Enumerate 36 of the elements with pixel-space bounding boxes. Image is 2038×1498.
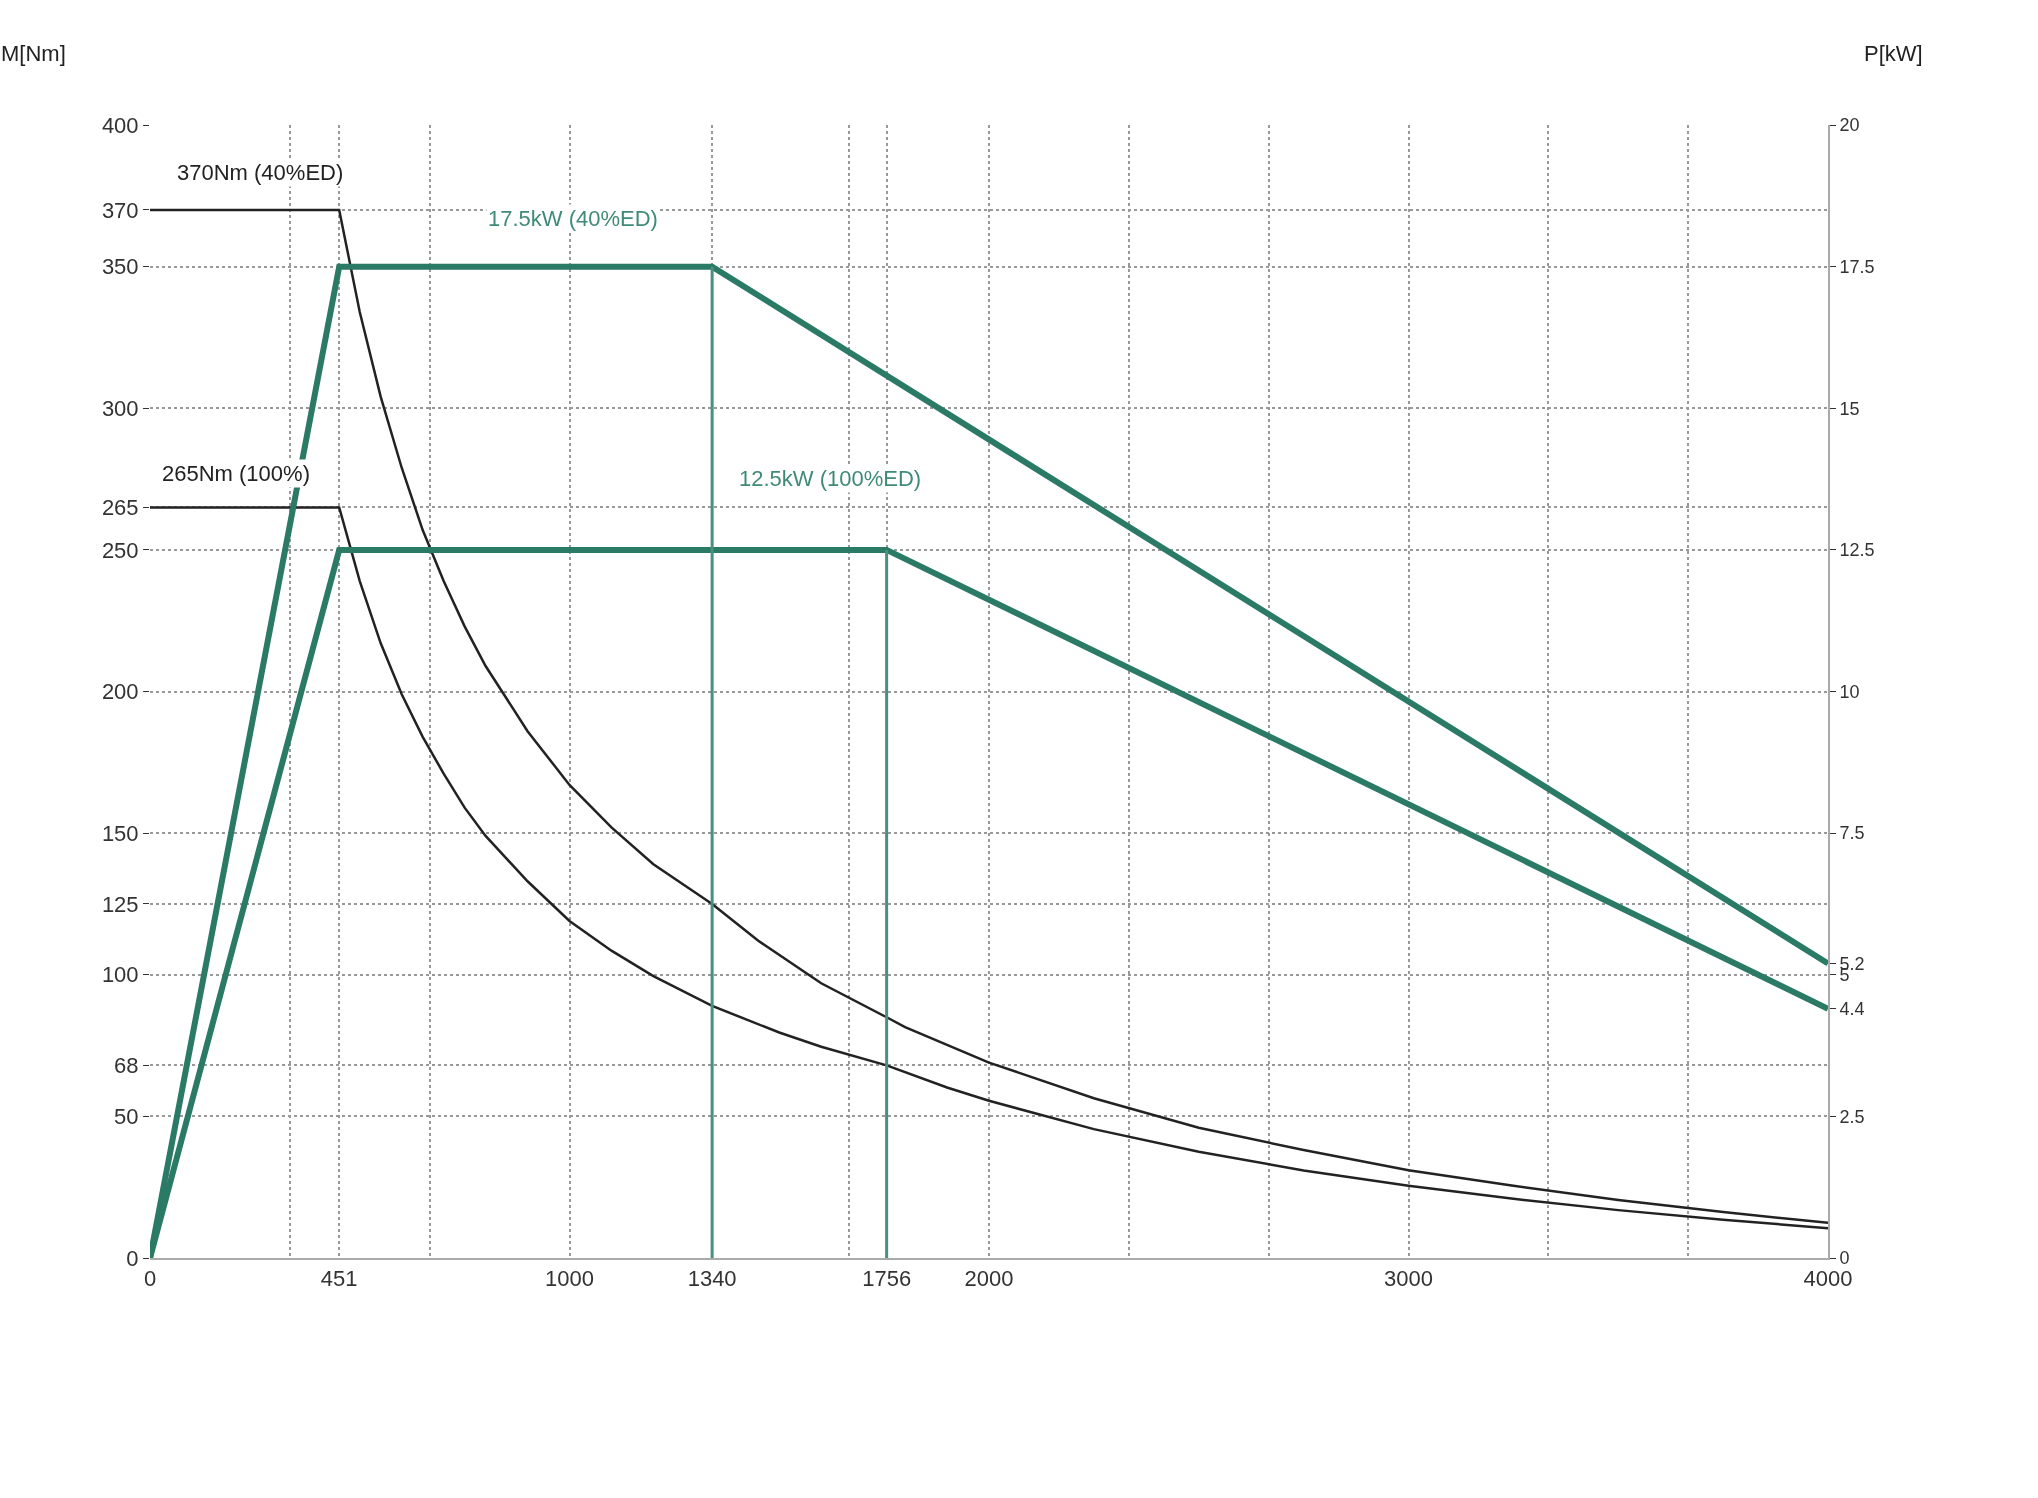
y2-tick-label: 0 bbox=[1839, 1248, 1850, 1269]
annotation: 265Nm (100%) bbox=[162, 461, 310, 486]
y-tick-label: 100 bbox=[101, 962, 139, 988]
y2-tick-label: 12.5 bbox=[1839, 540, 1875, 561]
x-tick-label: 1340 bbox=[687, 1266, 737, 1292]
y2-tick-label: 15 bbox=[1839, 398, 1860, 419]
y-tick-label: 400 bbox=[101, 112, 139, 138]
x-tick-label: 3000 bbox=[1384, 1266, 1433, 1292]
x-tick-label: 1000 bbox=[545, 1266, 594, 1292]
y2-tick-label: 17.5 bbox=[1839, 256, 1875, 277]
y2-tick-label: 4.4 bbox=[1839, 999, 1865, 1020]
y-tick-label: 370 bbox=[101, 197, 139, 223]
y-tick-label: 350 bbox=[101, 254, 139, 280]
x-tick-label: 2000 bbox=[964, 1266, 1014, 1292]
y-tick-label: 265 bbox=[101, 495, 139, 521]
y2-tick-label: 7.5 bbox=[1839, 823, 1865, 844]
y-tick-label: 150 bbox=[101, 820, 139, 846]
y2-tick-label: 10 bbox=[1839, 681, 1860, 702]
y-axis-title: M[Nm] bbox=[1, 41, 66, 66]
y-tick-label: 250 bbox=[101, 537, 139, 563]
y2-tick-label: 2.5 bbox=[1839, 1106, 1865, 1127]
x-tick-label: 0 bbox=[143, 1266, 157, 1292]
y-tick-label: 200 bbox=[101, 679, 139, 705]
x-tick-label: 451 bbox=[320, 1266, 358, 1292]
annotation: 12.5kW (100%ED) bbox=[739, 466, 922, 491]
y2-axis-title: P[kW] bbox=[1864, 41, 1923, 66]
y-tick-label: 125 bbox=[101, 891, 139, 917]
y-tick-label: 50 bbox=[114, 1104, 139, 1130]
annotation: 17.5kW (40%ED) bbox=[488, 206, 658, 231]
y-tick-label: 0 bbox=[126, 1245, 139, 1271]
y-tick-label: 300 bbox=[101, 395, 139, 421]
y-tick-label: 68 bbox=[114, 1053, 139, 1079]
y2-tick-label: 20 bbox=[1839, 115, 1860, 136]
x-tick-label: 1756 bbox=[862, 1266, 912, 1292]
annotation: 370Nm (40%ED) bbox=[177, 160, 344, 185]
x-tick-label: 4000 bbox=[1803, 1266, 1853, 1292]
